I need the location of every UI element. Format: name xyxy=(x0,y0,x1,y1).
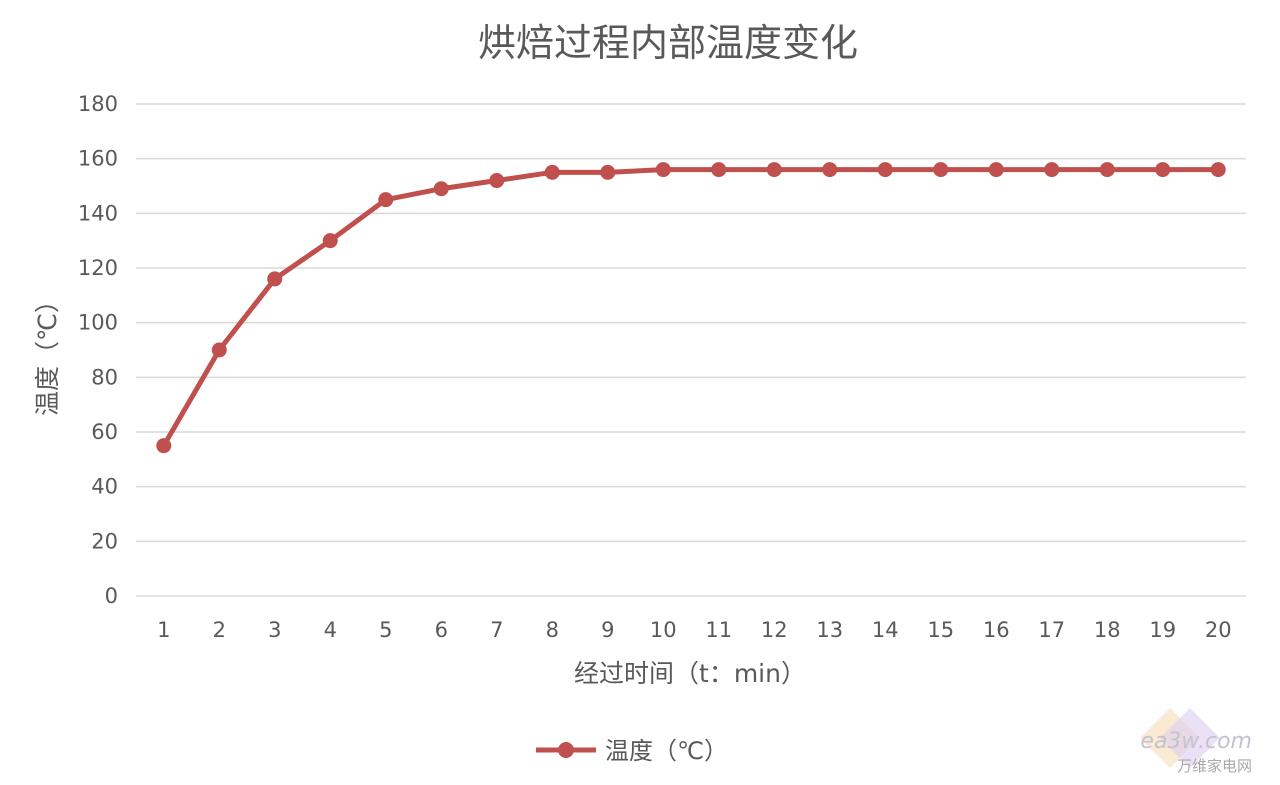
data-point xyxy=(1044,162,1060,178)
data-point xyxy=(655,162,671,178)
series-lines xyxy=(156,162,1226,454)
x-tick-label: 16 xyxy=(983,618,1010,642)
data-point xyxy=(489,173,505,189)
data-point xyxy=(433,181,449,197)
x-tick-label: 7 xyxy=(490,618,503,642)
y-tick-label: 40 xyxy=(91,475,118,499)
x-tick-label: 10 xyxy=(650,618,677,642)
y-tick-label: 0 xyxy=(105,584,118,608)
data-point xyxy=(822,162,838,178)
y-tick-label: 60 xyxy=(91,420,118,444)
y-tick-label: 180 xyxy=(78,92,118,116)
watermark-logo-text: ea3w.com xyxy=(1140,729,1252,754)
chart-title: 烘焙过程内部温度变化 xyxy=(478,21,858,65)
data-point xyxy=(267,271,283,287)
x-tick-label: 19 xyxy=(1149,618,1176,642)
data-point xyxy=(988,162,1004,178)
x-tick-label: 12 xyxy=(761,618,788,642)
y-tick-label: 20 xyxy=(91,529,118,553)
x-tick-label: 6 xyxy=(435,618,448,642)
x-tick-label: 11 xyxy=(705,618,732,642)
data-point xyxy=(156,438,172,454)
x-tick-label: 18 xyxy=(1094,618,1121,642)
x-tick-label: 2 xyxy=(213,618,226,642)
data-point xyxy=(766,162,782,178)
legend-dot-marker xyxy=(558,742,574,758)
x-axis-title: 经过时间（t：min） xyxy=(574,659,806,688)
x-tick-label: 1 xyxy=(157,618,170,642)
y-axis-ticks: 0 20 40 60 80 100 120 140 160 180 xyxy=(78,92,118,608)
legend: 温度（℃） xyxy=(536,737,728,765)
y-tick-label: 160 xyxy=(78,147,118,171)
y-axis-title: 温度（℃） xyxy=(33,288,62,416)
watermark-diamond-right xyxy=(1160,708,1220,768)
y-tick-label: 80 xyxy=(91,365,118,389)
watermark: ea3w.com 万维家电网 xyxy=(1140,708,1252,775)
x-tick-label: 17 xyxy=(1038,618,1065,642)
y-tick-label: 120 xyxy=(78,256,118,280)
x-tick-label: 20 xyxy=(1205,618,1232,642)
x-axis-ticks: 1 2 3 4 5 6 7 8 9 10 11 12 13 14 15 16 17 18 19 20 xyxy=(157,618,1232,642)
data-point xyxy=(378,192,394,208)
data-point xyxy=(711,162,727,178)
watermark-site-name: 万维家电网 xyxy=(1177,757,1252,775)
data-point xyxy=(1099,162,1115,178)
x-tick-label: 3 xyxy=(268,618,281,642)
data-point xyxy=(1210,162,1226,178)
x-tick-label: 13 xyxy=(816,618,843,642)
data-point xyxy=(877,162,893,178)
x-tick-label: 4 xyxy=(324,618,337,642)
data-point xyxy=(600,164,616,180)
series-line-0 xyxy=(161,167,1221,449)
y-tick-label: 140 xyxy=(78,201,118,225)
data-point xyxy=(544,164,560,180)
gridlines xyxy=(136,103,1246,597)
x-tick-label: 15 xyxy=(927,618,954,642)
x-tick-label: 8 xyxy=(546,618,559,642)
x-tick-label: 14 xyxy=(872,618,899,642)
y-tick-label: 100 xyxy=(78,311,118,335)
legend-label: 温度（℃） xyxy=(605,737,728,765)
data-point xyxy=(1155,162,1171,178)
data-point xyxy=(933,162,949,178)
data-point xyxy=(211,342,227,358)
x-tick-label: 5 xyxy=(379,618,392,642)
x-tick-label: 9 xyxy=(601,618,614,642)
data-point xyxy=(322,233,338,249)
